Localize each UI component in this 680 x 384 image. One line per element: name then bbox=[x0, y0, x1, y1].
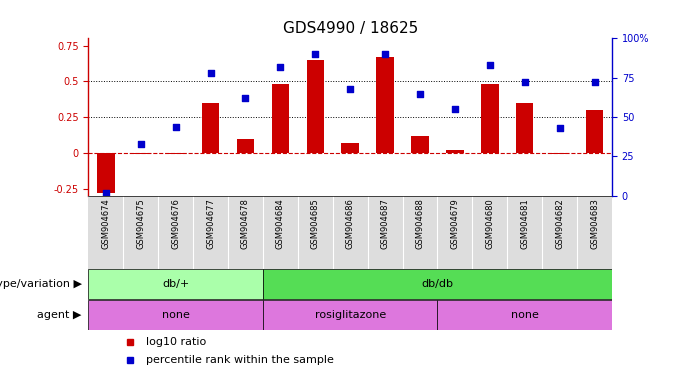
Bar bbox=[551, 153, 568, 154]
Text: GSM904676: GSM904676 bbox=[171, 198, 180, 249]
Bar bbox=[516, 103, 534, 153]
Bar bbox=[237, 139, 254, 153]
Text: GSM904674: GSM904674 bbox=[101, 198, 110, 249]
Point bbox=[170, 124, 181, 130]
Bar bbox=[97, 153, 114, 193]
Text: GSM904675: GSM904675 bbox=[136, 198, 146, 249]
Point bbox=[449, 106, 460, 112]
Point bbox=[205, 70, 216, 76]
Bar bbox=[481, 84, 498, 153]
Bar bbox=[377, 57, 394, 153]
Text: genotype/variation ▶: genotype/variation ▶ bbox=[0, 279, 82, 289]
Point bbox=[589, 79, 600, 86]
Title: GDS4990 / 18625: GDS4990 / 18625 bbox=[283, 21, 418, 36]
Text: percentile rank within the sample: percentile rank within the sample bbox=[146, 355, 334, 365]
Text: GSM904686: GSM904686 bbox=[345, 198, 355, 249]
Point bbox=[484, 62, 495, 68]
Text: GSM904680: GSM904680 bbox=[486, 198, 494, 249]
Bar bbox=[263, 300, 437, 329]
Text: GSM904685: GSM904685 bbox=[311, 198, 320, 249]
Text: GSM904688: GSM904688 bbox=[415, 198, 424, 249]
Text: db/+: db/+ bbox=[162, 279, 189, 289]
Bar bbox=[88, 196, 612, 269]
Point bbox=[520, 79, 530, 86]
Text: GSM904681: GSM904681 bbox=[520, 198, 529, 249]
Point bbox=[240, 95, 251, 101]
Text: GSM904683: GSM904683 bbox=[590, 198, 599, 249]
Point bbox=[415, 90, 426, 96]
Text: GSM904682: GSM904682 bbox=[555, 198, 564, 249]
Bar bbox=[411, 136, 428, 153]
Bar bbox=[202, 103, 219, 153]
Text: none: none bbox=[162, 310, 190, 320]
Bar bbox=[585, 110, 603, 153]
Point bbox=[554, 125, 565, 131]
Text: none: none bbox=[511, 310, 539, 320]
Bar bbox=[272, 84, 289, 153]
Text: rosiglitazone: rosiglitazone bbox=[315, 310, 386, 320]
Text: GSM904677: GSM904677 bbox=[206, 198, 215, 249]
Text: GSM904684: GSM904684 bbox=[276, 198, 285, 249]
Text: db/db: db/db bbox=[422, 279, 454, 289]
Bar bbox=[88, 300, 263, 329]
Bar bbox=[446, 150, 464, 153]
Point bbox=[101, 190, 112, 196]
Text: agent ▶: agent ▶ bbox=[37, 310, 82, 320]
Bar bbox=[132, 153, 150, 154]
Point bbox=[379, 51, 390, 57]
Bar bbox=[88, 270, 263, 299]
Bar bbox=[167, 153, 184, 154]
Point bbox=[275, 64, 286, 70]
Text: log10 ratio: log10 ratio bbox=[146, 337, 206, 347]
Text: GSM904679: GSM904679 bbox=[450, 198, 460, 249]
Point bbox=[135, 141, 146, 147]
Bar bbox=[437, 300, 612, 329]
Point bbox=[345, 86, 356, 92]
Bar bbox=[307, 60, 324, 153]
Point bbox=[310, 51, 321, 57]
Text: GSM904687: GSM904687 bbox=[381, 198, 390, 249]
Bar bbox=[341, 143, 359, 153]
Text: GSM904678: GSM904678 bbox=[241, 198, 250, 249]
Bar bbox=[263, 270, 612, 299]
